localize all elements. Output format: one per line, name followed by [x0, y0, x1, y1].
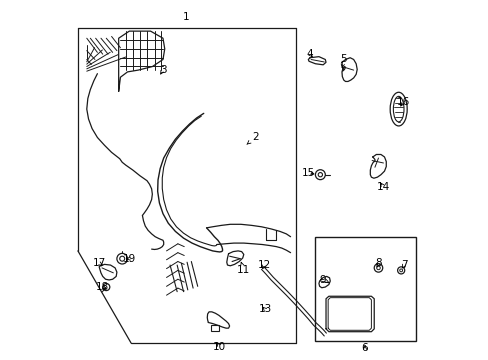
Text: 14: 14 — [376, 182, 389, 192]
Text: 15: 15 — [301, 168, 314, 178]
Text: 2: 2 — [246, 132, 258, 144]
Text: 10: 10 — [213, 342, 226, 352]
Bar — [211, 325, 219, 330]
Text: 16: 16 — [396, 97, 409, 107]
Text: 12: 12 — [257, 260, 270, 270]
Text: 13: 13 — [258, 304, 271, 314]
Text: 1: 1 — [183, 12, 189, 22]
Text: 19: 19 — [122, 254, 136, 264]
Text: 18: 18 — [95, 282, 108, 292]
Text: 7: 7 — [400, 260, 407, 270]
Text: 3: 3 — [160, 65, 166, 75]
Text: 5: 5 — [340, 54, 346, 68]
Text: 6: 6 — [361, 343, 367, 354]
Bar — [315, 237, 416, 341]
Text: 8: 8 — [374, 258, 381, 268]
Text: 9: 9 — [319, 275, 328, 285]
Text: 17: 17 — [92, 258, 105, 268]
Text: 11: 11 — [237, 262, 250, 275]
Text: 4: 4 — [306, 49, 313, 59]
